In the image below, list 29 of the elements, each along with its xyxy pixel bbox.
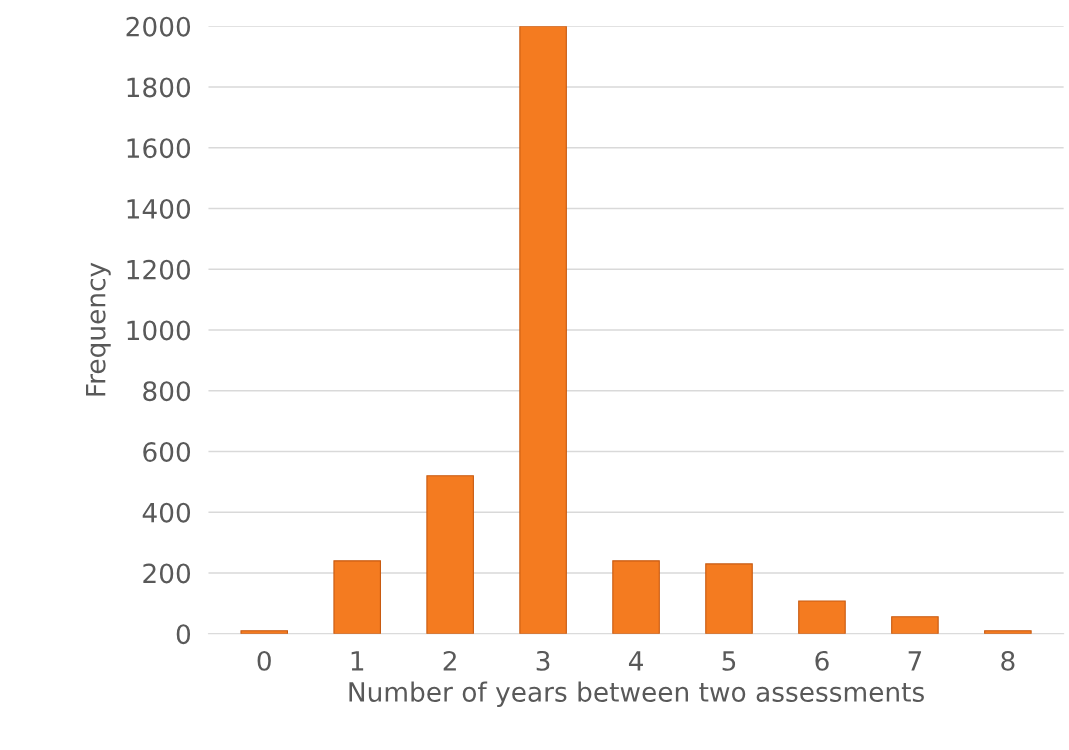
y-tick-label: 1800 — [127, 77, 191, 98]
y-tick-label: 1000 — [127, 320, 191, 341]
bar — [333, 560, 381, 634]
y-tick-label: 2000 — [126, 16, 191, 37]
y-tick-label: 200 — [143, 563, 191, 584]
x-tick-label: 0 — [257, 650, 271, 671]
bar — [891, 616, 939, 634]
y-tick-label: 0 — [176, 624, 191, 645]
bar — [519, 26, 567, 634]
y-tick-label: 600 — [143, 441, 191, 462]
bar — [612, 560, 660, 634]
bar — [426, 475, 474, 634]
y-tick-label: 400 — [142, 502, 191, 523]
y-tick-label: 800 — [143, 381, 191, 402]
x-tick-label: 7 — [908, 651, 922, 671]
x-tick-label: 2 — [443, 650, 456, 671]
bar — [705, 563, 753, 634]
y-tick-label: 1200 — [127, 259, 191, 280]
x-tick-label: 6 — [815, 650, 829, 671]
x-tick-label: 5 — [722, 651, 736, 671]
y-tick-label: 1600 — [127, 138, 191, 159]
y-axis-title: Frequency — [86, 262, 111, 396]
x-tick-label: 8 — [1001, 650, 1015, 671]
x-axis-title: Number of years between two assessments — [349, 681, 924, 708]
bar — [798, 600, 846, 634]
x-tick-label: 1 — [351, 651, 364, 671]
x-tick-label: 3 — [536, 650, 550, 671]
y-tick-label: 1400 — [127, 198, 191, 219]
x-tick-label: 4 — [628, 651, 643, 671]
